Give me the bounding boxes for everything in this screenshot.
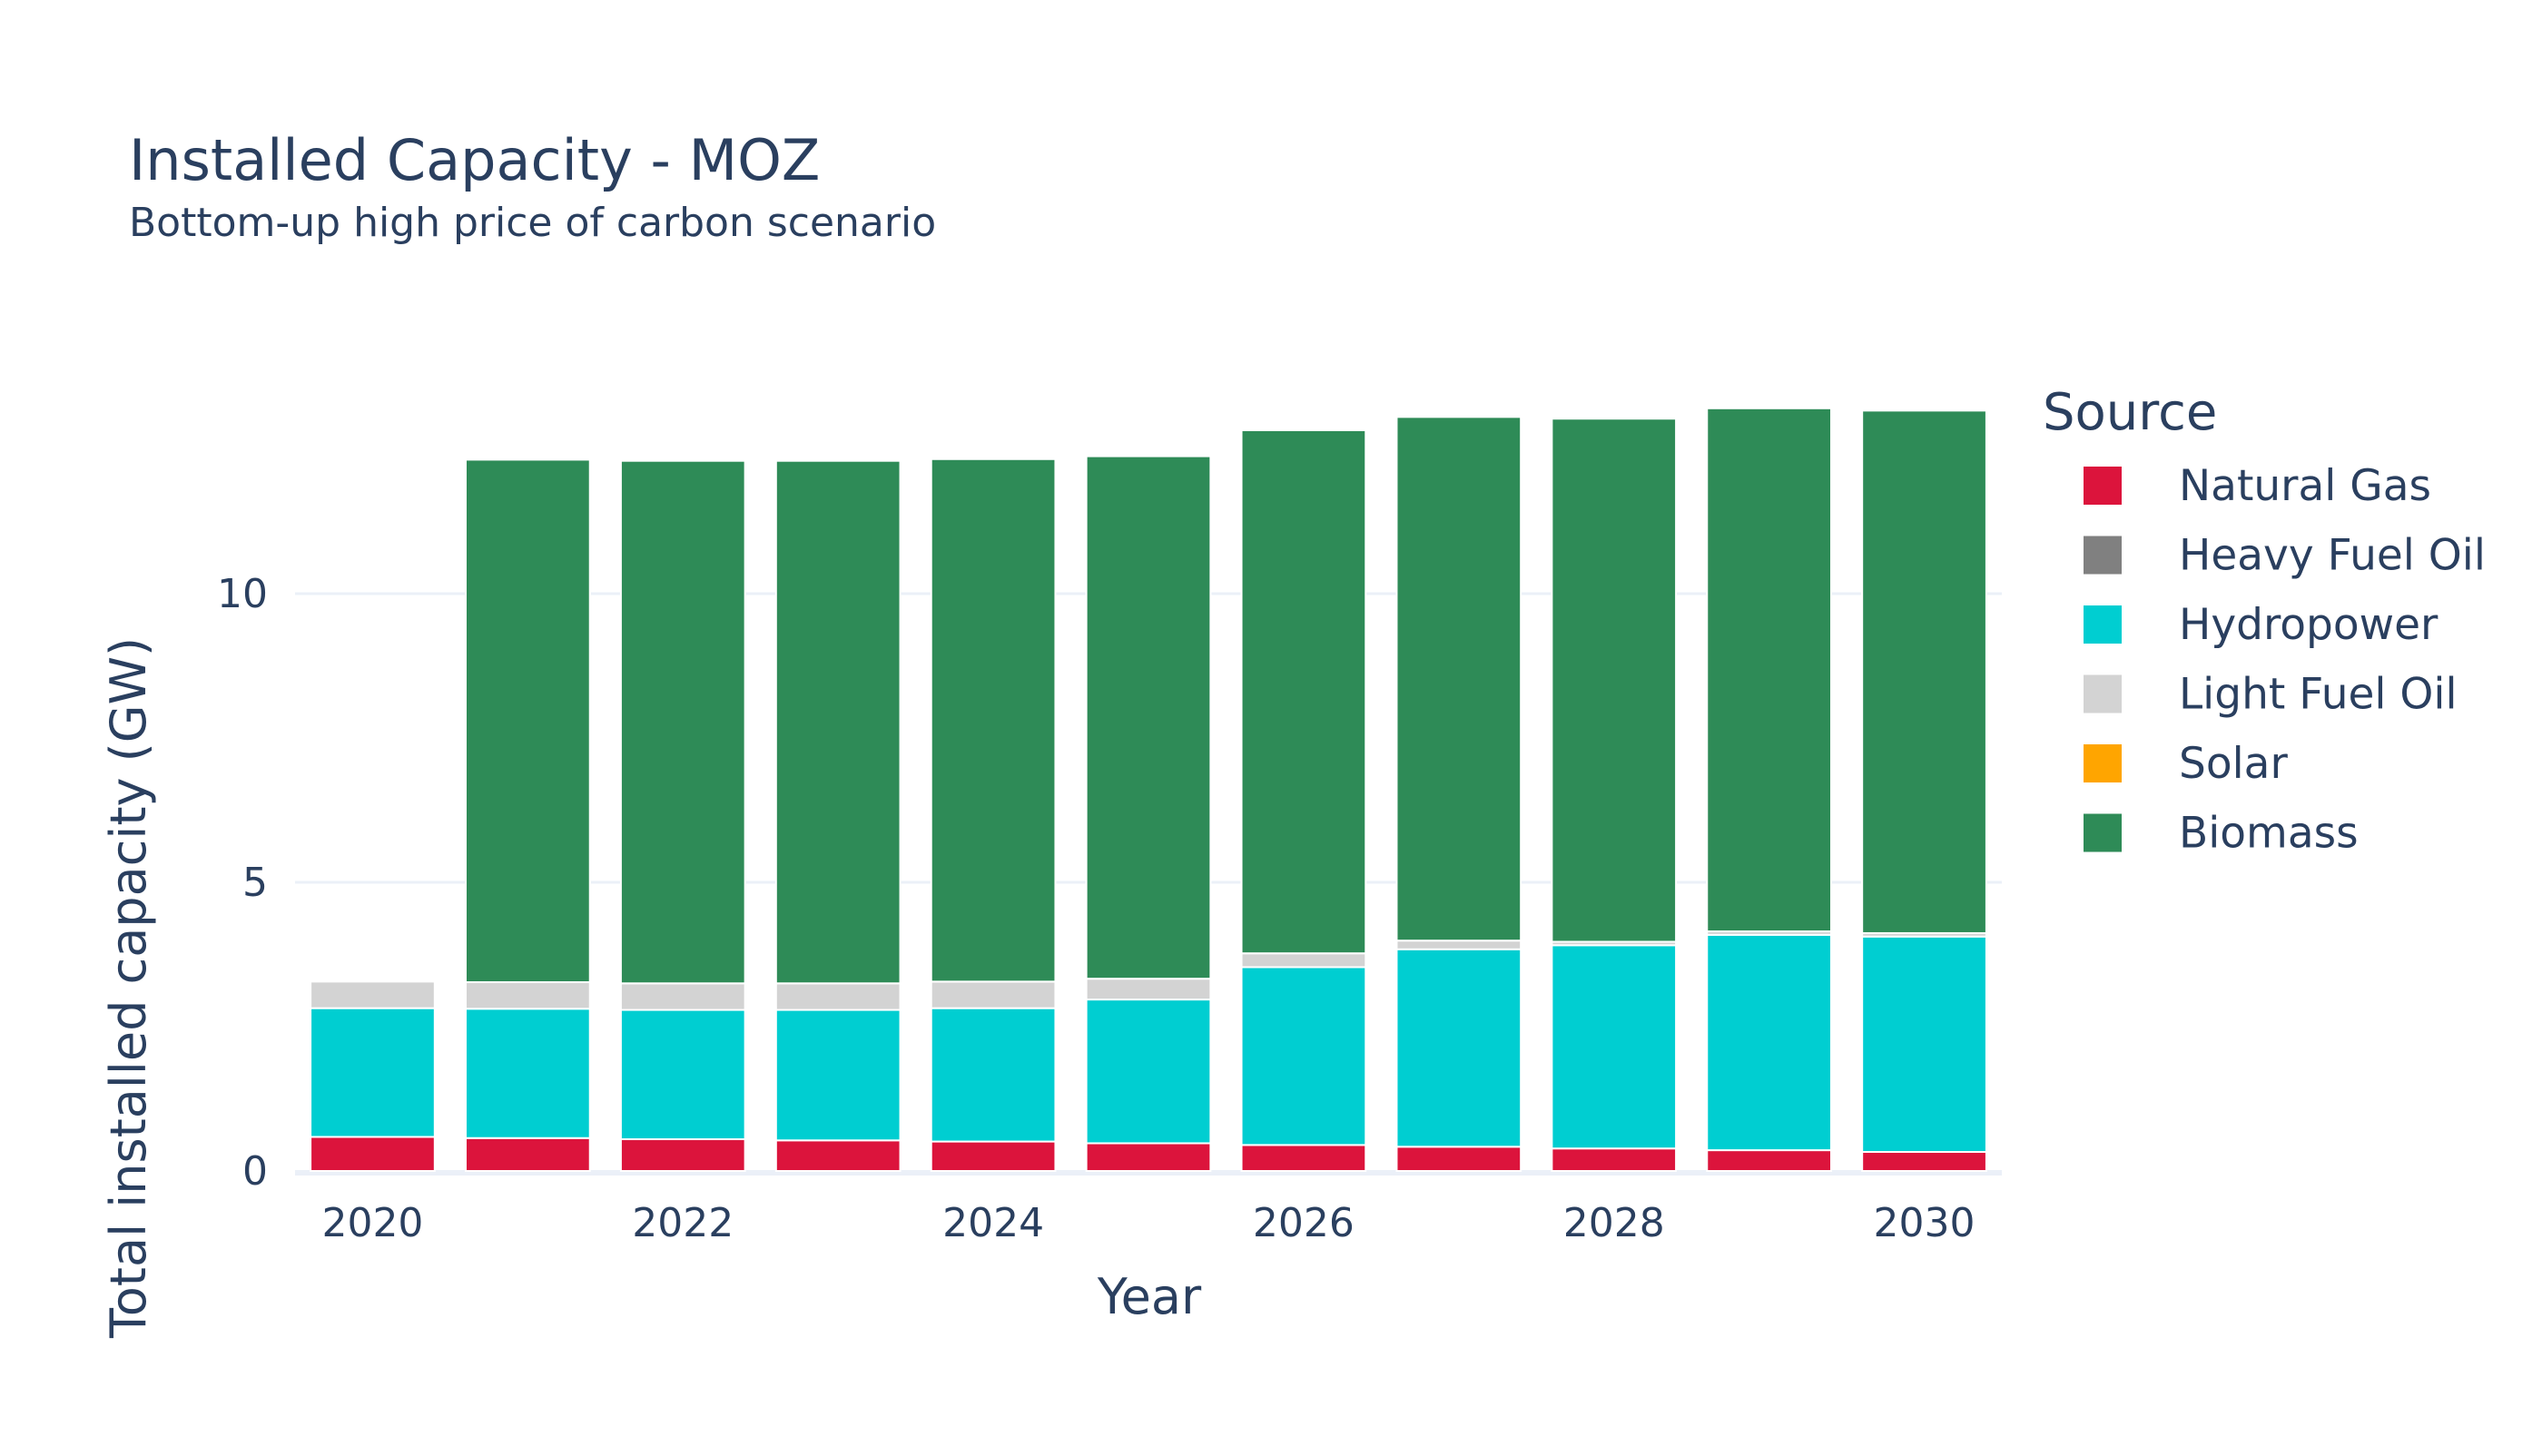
legend-swatch — [2084, 744, 2122, 782]
x-tick-label: 2022 — [632, 1200, 734, 1246]
bar-segment-natural-gas[interactable] — [774, 1139, 902, 1172]
chart-subtitle: Bottom-up high price of carbon scenario — [129, 200, 936, 246]
bar-segment-biomass[interactable] — [1861, 409, 1987, 934]
bar-segment-biomass[interactable] — [619, 459, 746, 985]
bar-segment-light-fuel-oil[interactable] — [1240, 952, 1367, 969]
bar-segment-hydropower[interactable] — [310, 1007, 436, 1138]
bar-segment-hydropower[interactable] — [465, 1008, 591, 1139]
x-axis-title: Year — [1097, 1268, 1202, 1325]
chart-title: Installed Capacity - MOZ — [129, 127, 820, 193]
legend-label: Natural Gas — [2179, 461, 2431, 511]
x-tick-label: 2024 — [942, 1200, 1044, 1246]
bar-segment-light-fuel-oil[interactable] — [930, 980, 1057, 1009]
x-tick-label: 2028 — [1563, 1200, 1665, 1246]
bar-segment-hydropower[interactable] — [1395, 948, 1522, 1148]
bar-segment-biomass[interactable] — [1551, 418, 1678, 943]
x-tick-label: 2026 — [1253, 1200, 1355, 1246]
legend-item-natural-gas[interactable]: Natural Gas — [2084, 461, 2431, 511]
bar-segment-hydropower[interactable] — [1706, 933, 1832, 1152]
bar-segment-hydropower[interactable] — [1861, 935, 1987, 1154]
bar-segment-natural-gas[interactable] — [1085, 1142, 1212, 1172]
bar-segment-natural-gas[interactable] — [1395, 1146, 1522, 1172]
bars — [310, 407, 1987, 1173]
bar-segment-natural-gas[interactable] — [1706, 1149, 1832, 1172]
bar-segment-biomass[interactable] — [1706, 407, 1832, 933]
bar-segment-light-fuel-oil[interactable] — [774, 982, 902, 1011]
x-axis-ticks: 2020 2022 2024 2026 2028 2030 — [321, 1200, 1975, 1246]
legend-label: Biomass — [2179, 809, 2359, 859]
bar-segment-natural-gas[interactable] — [1551, 1147, 1678, 1172]
y-axis-title: Total installed capacity (GW) — [100, 637, 157, 1339]
bar-segment-biomass[interactable] — [1085, 455, 1212, 980]
legend-swatch — [2084, 605, 2122, 644]
bar-segment-hydropower[interactable] — [1551, 944, 1678, 1150]
legend-label: Light Fuel Oil — [2179, 670, 2458, 720]
legend-swatch — [2084, 674, 2122, 713]
bar-segment-light-fuel-oil[interactable] — [465, 981, 591, 1010]
bar-segment-natural-gas[interactable] — [930, 1140, 1057, 1172]
x-tick-label: 2030 — [1874, 1200, 1975, 1246]
legend: Natural Gas Heavy Fuel Oil Hydropower Light… — [2084, 461, 2486, 859]
y-tick-label: 0 — [242, 1148, 268, 1195]
legend-item-hydropower[interactable]: Hydropower — [2084, 600, 2439, 650]
bar-segment-biomass[interactable] — [930, 457, 1057, 983]
bar-segment-natural-gas[interactable] — [1240, 1144, 1367, 1172]
bar-segment-natural-gas[interactable] — [1861, 1151, 1987, 1172]
bar-segment-hydropower[interactable] — [619, 1008, 746, 1141]
legend-item-heavy-fuel-oil[interactable]: Heavy Fuel Oil — [2084, 531, 2486, 581]
bar-segment-biomass[interactable] — [774, 459, 902, 985]
bar-segment-hydropower[interactable] — [1085, 999, 1212, 1145]
legend-swatch — [2084, 536, 2122, 575]
bar-segment-biomass[interactable] — [1240, 428, 1367, 955]
legend-item-biomass[interactable]: Biomass — [2084, 809, 2359, 859]
legend-swatch — [2084, 467, 2122, 505]
bar-segment-light-fuel-oil[interactable] — [1395, 940, 1522, 950]
bar-segment-natural-gas[interactable] — [310, 1136, 436, 1172]
legend-label: Solar — [2179, 739, 2288, 789]
legend-title: Source — [2043, 383, 2217, 442]
bar-segment-light-fuel-oil[interactable] — [1085, 978, 1212, 1001]
x-tick-label: 2020 — [321, 1200, 423, 1246]
y-tick-label: 10 — [217, 571, 268, 617]
legend-item-solar[interactable]: Solar — [2084, 739, 2288, 789]
bar-segment-light-fuel-oil[interactable] — [310, 980, 436, 1009]
bar-segment-biomass[interactable] — [1395, 416, 1522, 942]
legend-label: Heavy Fuel Oil — [2179, 531, 2486, 581]
legend-label: Hydropower — [2179, 600, 2439, 650]
bar-segment-hydropower[interactable] — [930, 1007, 1057, 1143]
y-tick-label: 5 — [242, 860, 268, 906]
bar-segment-hydropower[interactable] — [774, 1008, 902, 1142]
bar-segment-natural-gas[interactable] — [619, 1138, 746, 1173]
legend-item-light-fuel-oil[interactable]: Light Fuel Oil — [2084, 670, 2458, 720]
bar-segment-hydropower[interactable] — [1240, 966, 1367, 1146]
bar-segment-biomass[interactable] — [465, 458, 591, 984]
y-axis-ticks: 0 5 10 — [217, 571, 268, 1195]
legend-swatch — [2084, 813, 2122, 852]
bar-segment-light-fuel-oil[interactable] — [619, 982, 746, 1011]
bar-segment-natural-gas[interactable] — [465, 1136, 591, 1173]
